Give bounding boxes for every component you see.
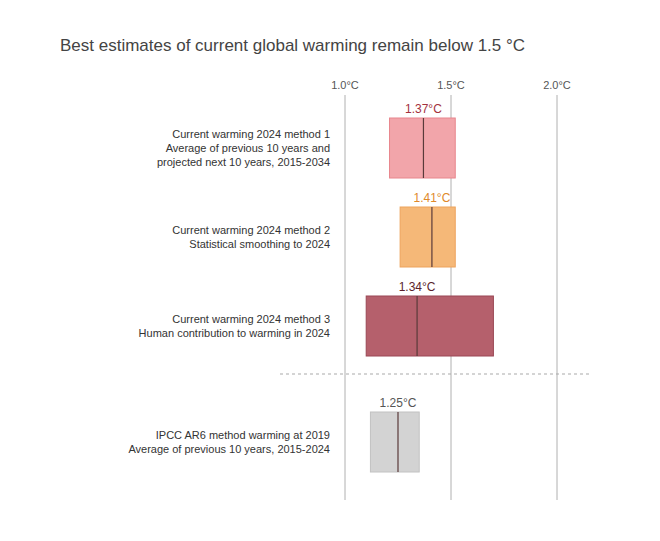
marks	[366, 118, 493, 472]
chart: Best estimates of current global warming…	[0, 0, 660, 541]
best-estimate	[416, 296, 417, 356]
range-box	[400, 207, 455, 267]
labels: 1.37°C Current warming 2024 method 1Avera…	[128, 102, 450, 455]
grid	[345, 95, 557, 500]
range-box	[370, 412, 419, 472]
category-label: Current warming 2024 method 1Average of …	[157, 128, 330, 168]
category-label: Current warming 2024 method 2Statistical…	[172, 224, 330, 250]
grid-line	[557, 95, 558, 500]
grid-line	[345, 95, 346, 500]
category-label: Current warming 2024 method 3Human contr…	[139, 313, 330, 339]
best-estimate	[423, 118, 424, 178]
data-label: 1.37°C	[405, 102, 442, 116]
data-label: 1.25°C	[380, 396, 417, 410]
separator	[280, 373, 592, 374]
best-estimate	[397, 412, 398, 472]
best-estimate	[431, 207, 432, 267]
category-label: IPCC AR6 method warming at 2019Average o…	[128, 429, 330, 455]
tick-label: 1.5°C	[437, 79, 465, 91]
range-box	[390, 118, 456, 178]
tick-label: 2.0°C	[543, 79, 571, 91]
data-label: 1.41°C	[414, 191, 451, 205]
tick-label: 1.0°C	[331, 79, 359, 91]
range-box	[366, 296, 493, 356]
title: Best estimates of current global warming…	[60, 36, 525, 55]
data-label: 1.34°C	[399, 280, 436, 294]
